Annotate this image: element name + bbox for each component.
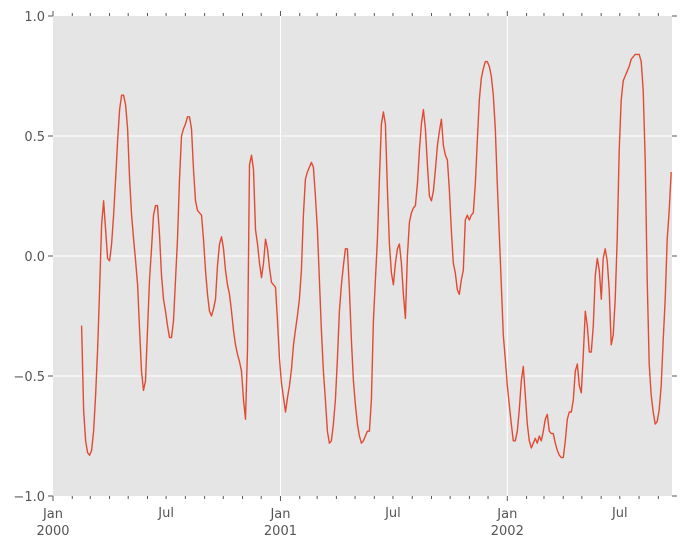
y-tick-label: −1.0 <box>13 490 45 505</box>
x-tick-label: Jul <box>384 506 401 521</box>
axis-ticks <box>48 11 677 501</box>
x-tick-year-label: 2002 <box>491 524 524 539</box>
x-tick-year-label: 2001 <box>264 524 297 539</box>
x-tick-label: Jan <box>269 507 290 522</box>
y-tick-label: 1.0 <box>24 10 45 25</box>
x-tick-label: Jul <box>611 506 628 521</box>
x-axis-tick-labels: Jan 2000 Jul Jan 2001 Jul Jan 2002 Jul <box>36 506 627 539</box>
grid-lines <box>53 16 672 496</box>
y-tick-label: 0.0 <box>24 250 45 265</box>
y-tick-label: 0.5 <box>24 130 45 145</box>
x-tick-label: Jul <box>157 506 174 521</box>
series-line <box>80 53 672 459</box>
y-axis-tick-labels: −1.0 −0.5 0.0 0.5 1.0 <box>13 10 45 505</box>
x-tick-label: Jan <box>496 507 517 522</box>
x-tick-year-label: 2000 <box>36 524 69 539</box>
x-tick-label: Jan <box>42 507 63 522</box>
y-tick-label: −0.5 <box>13 370 45 385</box>
